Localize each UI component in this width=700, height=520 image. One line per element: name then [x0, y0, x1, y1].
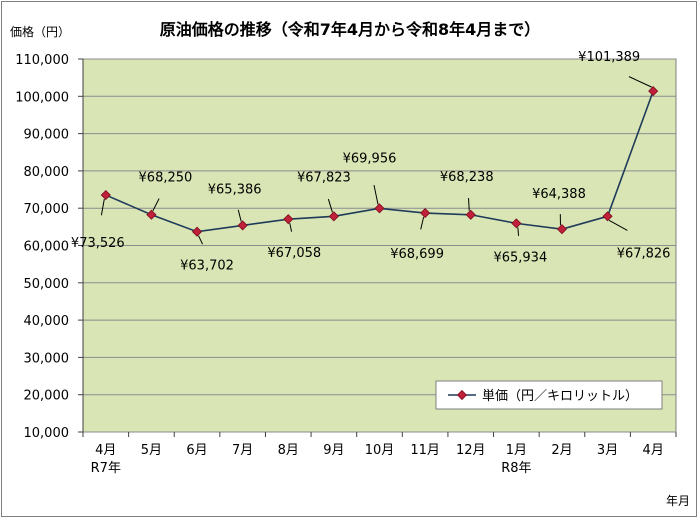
- data-label: ¥67,823: [297, 170, 351, 185]
- label-leader-line: [373, 184, 379, 205]
- x-tick-label: 6月: [186, 443, 207, 458]
- x-tick-label: 2月: [551, 443, 572, 458]
- y-tick-label: 100,000: [15, 90, 69, 105]
- data-label: ¥64,388: [532, 187, 586, 202]
- x-tick-label: 9月: [323, 443, 344, 458]
- x-tick-label: 4月: [95, 443, 116, 458]
- label-leader-line: [152, 198, 160, 211]
- data-point: [648, 86, 659, 97]
- y-tick-label: 40,000: [24, 314, 70, 329]
- y-tick-label: 110,000: [15, 53, 69, 68]
- data-label: ¥63,702: [180, 259, 234, 274]
- data-label: ¥68,238: [440, 170, 494, 185]
- y-tick-label: 30,000: [24, 351, 70, 366]
- data-point: [420, 207, 431, 219]
- x-tick-label: 4月: [643, 443, 664, 458]
- data-point: [283, 214, 294, 225]
- x-tick-label: 1月: [506, 443, 527, 458]
- legend-label: 単価（円／キロリットル）: [482, 388, 638, 404]
- data-label: ¥68,699: [390, 247, 444, 262]
- y-tick-label: 90,000: [24, 128, 70, 143]
- x-tick-label: 12月: [456, 443, 486, 458]
- y-tick-label: 70,000: [24, 202, 70, 217]
- x-tick-label: 7月: [232, 443, 253, 458]
- x-tick-label: 10月: [365, 443, 395, 458]
- y-tick-label: 50,000: [24, 277, 70, 292]
- chart-title: 原油価格の推移（令和7年4月から令和8年4月まで）: [160, 20, 541, 39]
- x-tick-sublabel: R7年: [91, 461, 121, 476]
- plot-area: 10,000 20,000 30,000 40,000 50,000 60,000 70,0…: [15, 50, 677, 476]
- y-tick-label: 10,000: [24, 426, 70, 441]
- data-label: ¥65,934: [493, 250, 547, 265]
- data-point: [374, 203, 385, 214]
- label-leader-line: [608, 219, 628, 231]
- data-point: [100, 189, 111, 201]
- label-leader-line: [420, 216, 425, 230]
- data-label: ¥65,386: [208, 182, 262, 197]
- data-label: ¥68,250: [139, 171, 193, 186]
- x-tick-sublabel: R8年: [501, 461, 531, 476]
- data-label: ¥67,826: [617, 246, 671, 261]
- data-point: [146, 209, 157, 220]
- data-point: [191, 226, 203, 237]
- label-leader-line: [517, 227, 520, 236]
- data-point: [328, 211, 339, 222]
- data-point: [465, 209, 476, 220]
- label-leader-line: [100, 198, 105, 216]
- data-label: ¥101,389: [578, 50, 640, 65]
- x-tick-label: 11月: [410, 443, 440, 458]
- y-tick-label: 60,000: [24, 240, 70, 255]
- y-tick-label: 20,000: [24, 389, 70, 404]
- data-point: [511, 218, 522, 229]
- x-tick-label: 8月: [278, 443, 299, 458]
- label-leader-line: [237, 209, 242, 222]
- data-label: ¥67,058: [267, 246, 321, 261]
- label-leader-line: [198, 235, 203, 245]
- label-leader-line: [327, 198, 333, 213]
- data-label: ¥73,526: [71, 236, 125, 251]
- y-tick-label: 80,000: [24, 165, 70, 180]
- y-axis-label: 価格（円）: [10, 24, 70, 39]
- data-point: [602, 211, 613, 222]
- x-tick-label: 3月: [597, 443, 618, 458]
- x-axis-label: 年月: [666, 494, 690, 508]
- data-point: [556, 224, 568, 235]
- label-leader-line: [468, 198, 470, 211]
- label-leader-line: [289, 223, 293, 232]
- label-leader-line: [628, 76, 652, 88]
- data-label: ¥69,956: [343, 151, 397, 166]
- x-tick-label: 5月: [141, 443, 162, 458]
- data-point: [237, 220, 248, 231]
- legend-marker-swatch: [456, 389, 468, 401]
